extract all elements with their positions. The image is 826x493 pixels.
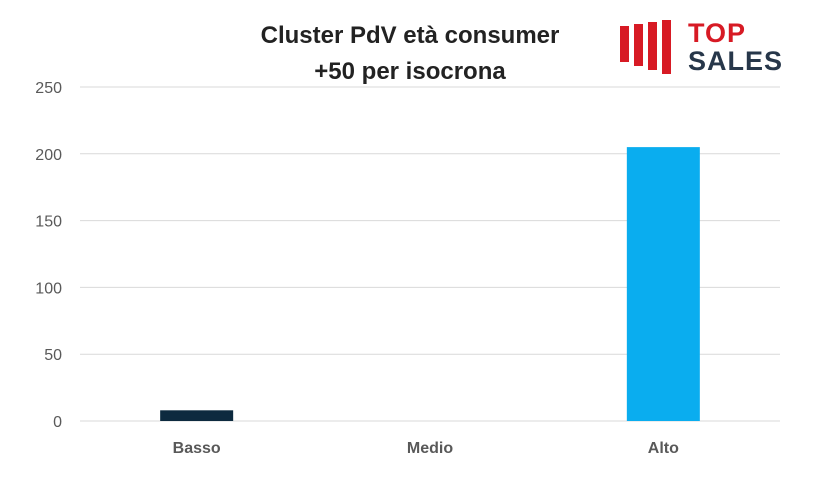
x-tick-label-basso: Basso — [173, 440, 221, 457]
chart-title-line-2: +50 per isocrona — [314, 58, 506, 85]
x-tick-label-medio: Medio — [407, 440, 453, 457]
bar-basso — [160, 410, 234, 421]
y-tick-label-150: 150 — [35, 214, 62, 231]
y-tick-label-250: 250 — [35, 80, 62, 97]
y-tick-label-100: 100 — [35, 280, 62, 297]
logo-word-sales: SALES — [688, 46, 784, 76]
y-tick-label-50: 50 — [44, 347, 62, 364]
y-tick-label-0: 0 — [53, 414, 62, 431]
bar-alto — [626, 147, 700, 421]
chart-title: Cluster PdV età consumer +50 per isocron… — [230, 18, 590, 90]
y-tick-label-200: 200 — [35, 147, 62, 164]
logo-word-top: TOP — [688, 18, 747, 48]
top-sales-logo: TOP SALES — [618, 18, 798, 78]
x-tick-label-alto: Alto — [648, 440, 679, 457]
logo-bars-icon — [620, 20, 671, 74]
chart-title-line-1: Cluster PdV età consumer — [260, 22, 560, 49]
